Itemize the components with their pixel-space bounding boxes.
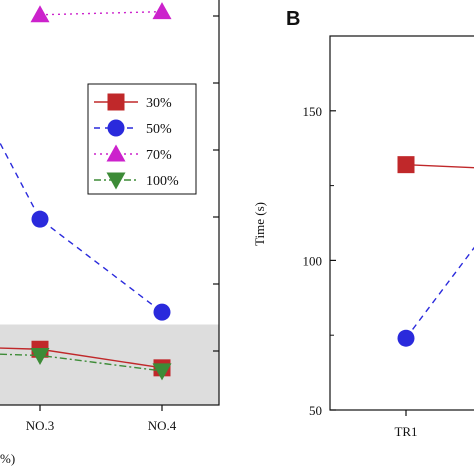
panel-a-y-ticks <box>213 15 219 352</box>
data-point <box>30 347 50 365</box>
panel-b-x-axis: TR1 <box>394 410 418 439</box>
legend-item: 50% <box>94 119 172 137</box>
legend-marker <box>106 144 126 162</box>
legend-item: 70% <box>94 144 172 163</box>
legend-item: 30% <box>94 93 172 111</box>
series-line <box>0 141 163 313</box>
legend-item: 100% <box>94 172 179 190</box>
legend-label: 50% <box>146 122 172 137</box>
x-tick-label: NO.4 <box>148 418 177 433</box>
panel-a-series <box>0 2 172 381</box>
panel-b-frame <box>329 35 474 411</box>
series-line <box>405 163 474 169</box>
y-tick-label: 150 <box>303 104 323 119</box>
series-line <box>405 246 474 339</box>
legend-marker <box>107 119 125 137</box>
panel-b: B 50 100 150 TR1 Time (s) <box>252 8 474 439</box>
legend-label: 70% <box>146 148 172 163</box>
data-point <box>397 329 415 347</box>
series-50% <box>397 246 474 347</box>
data-point <box>397 156 415 174</box>
series-50% <box>0 141 171 321</box>
data-point <box>153 303 171 321</box>
legend-marker <box>106 172 126 190</box>
x-axis-label-fragment: %) <box>0 451 15 466</box>
y-tick-label: 100 <box>303 253 323 268</box>
series-70% <box>30 2 172 23</box>
data-point <box>152 2 172 20</box>
legend: 30% 50% 70% 100% <box>87 83 197 195</box>
data-point <box>31 210 49 228</box>
panel-a: NO.3 NO.4 %) 30% 50% 70% 100% <box>0 0 220 466</box>
x-tick-label: NO.3 <box>26 418 55 433</box>
data-point <box>152 363 172 381</box>
legend-marker <box>107 93 125 111</box>
data-point <box>30 5 50 23</box>
panel-a-frame <box>0 0 220 406</box>
series-100% <box>0 347 172 381</box>
legend-box <box>87 83 197 195</box>
series-30% <box>397 156 474 174</box>
y-tick-label: 50 <box>309 403 322 418</box>
legend-label: 100% <box>146 174 179 189</box>
panel-a-x-axis: NO.3 NO.4 <box>26 405 177 433</box>
y-axis-label: Time (s) <box>252 202 267 246</box>
legend-label: 30% <box>146 96 172 111</box>
series-line <box>39 10 163 16</box>
x-tick-label: TR1 <box>394 424 417 439</box>
panel-b-series <box>397 156 474 347</box>
panel-b-y-ticks: 50 100 150 <box>303 104 336 418</box>
panel-label-b: B <box>286 8 300 30</box>
